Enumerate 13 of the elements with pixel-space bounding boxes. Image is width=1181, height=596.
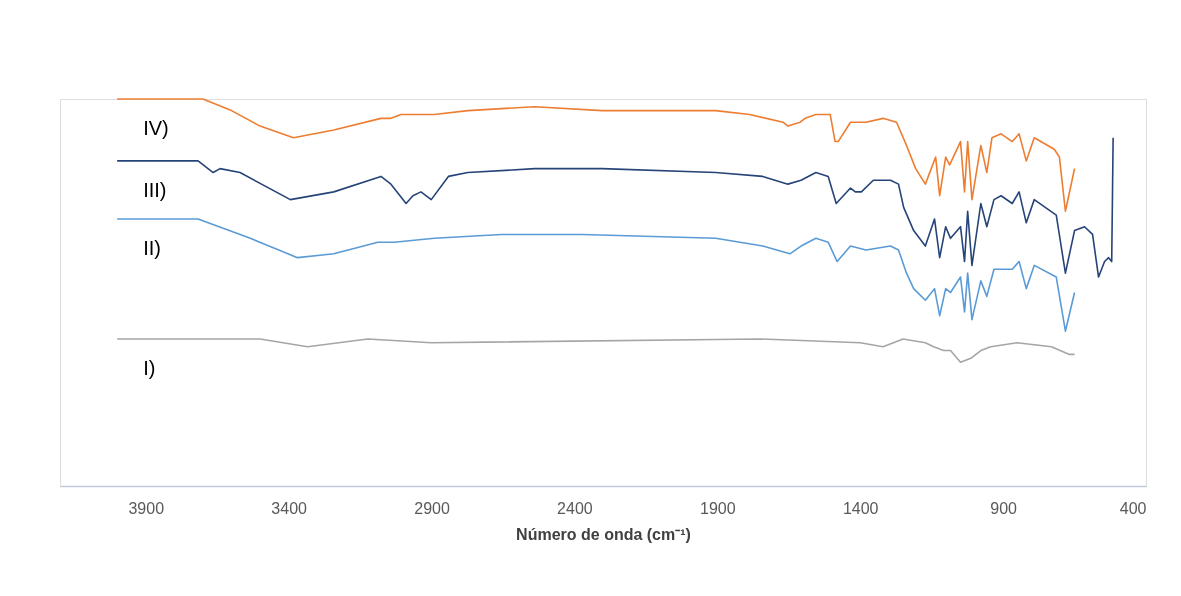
series-label: II) bbox=[143, 236, 161, 259]
x-axis-title: Número de onda (cm⁻¹) bbox=[516, 525, 691, 543]
series-label: III) bbox=[143, 178, 167, 201]
x-tick-label: 400 bbox=[1119, 499, 1147, 517]
x-tick-label: 900 bbox=[990, 499, 1018, 517]
x-tick-label: 3900 bbox=[128, 499, 165, 517]
x-tick-label: 3400 bbox=[271, 499, 308, 517]
x-tick-label: 1400 bbox=[842, 499, 879, 517]
series-label: IV) bbox=[143, 117, 169, 139]
x-tick-label: 2400 bbox=[557, 499, 593, 517]
x-tick-label: 2900 bbox=[414, 499, 450, 517]
x-tick-label: 1900 bbox=[700, 499, 736, 517]
series-label: I) bbox=[143, 356, 156, 379]
